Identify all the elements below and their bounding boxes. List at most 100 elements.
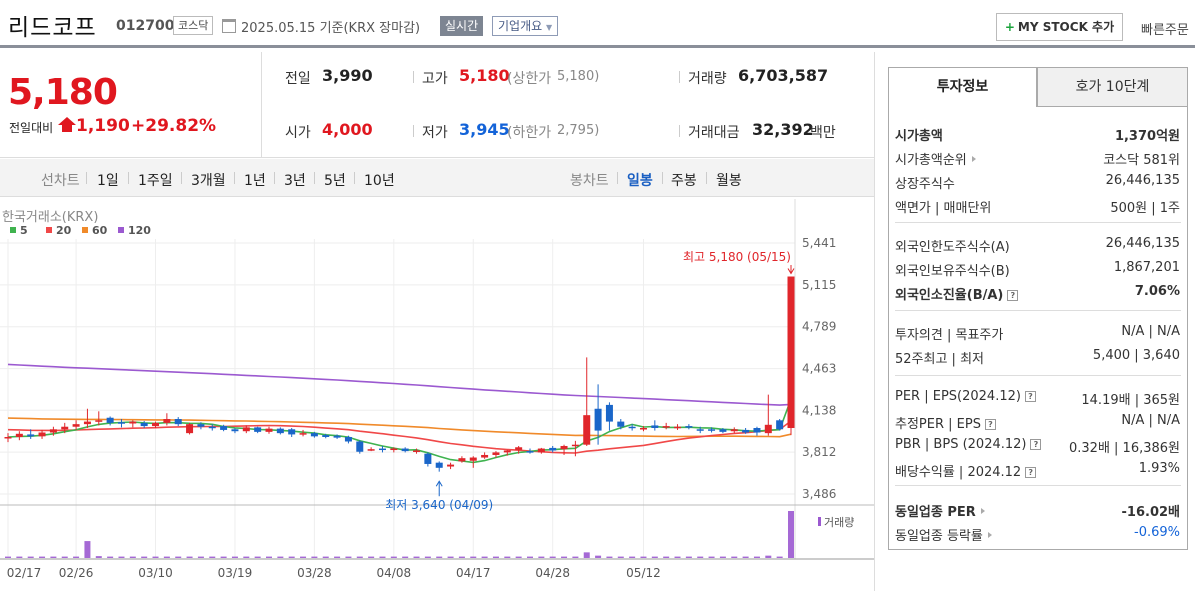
candle-body — [787, 276, 795, 429]
info-row: 외국인소진율(B/A)? 7.06% — [895, 280, 1180, 304]
x-tick-label: 02/26 — [59, 566, 94, 580]
help-icon[interactable]: ? — [1024, 391, 1036, 402]
ma-line-120 — [7, 363, 792, 406]
volume-bar — [742, 556, 749, 558]
period-selector-bar — [0, 159, 874, 197]
period-5y[interactable]: 5년 — [324, 173, 346, 189]
candle-body — [72, 424, 80, 427]
divider — [617, 172, 618, 184]
info-box — [888, 107, 1188, 550]
high-value: 5,180 — [459, 66, 510, 85]
candle-body — [310, 433, 318, 437]
volume-bar — [731, 556, 738, 558]
info-row[interactable]: 동일업종 PER -16.02배 — [895, 497, 1180, 521]
investment-info-panel — [874, 52, 1195, 591]
period-1w[interactable]: 1주일 — [138, 173, 173, 189]
company-overview-dropdown[interactable]: 기업개요 ▼ — [492, 16, 559, 36]
help-icon[interactable]: ? — [1025, 467, 1037, 478]
candle-body — [299, 433, 307, 435]
volume-bar — [697, 556, 704, 558]
divider — [895, 310, 1181, 311]
ma-legend-label: 120 — [128, 224, 151, 237]
tab-investment-info[interactable]: 투자정보 — [888, 67, 1037, 107]
candle-body — [390, 448, 398, 451]
candle-body — [571, 444, 579, 447]
volume-bar — [413, 556, 420, 558]
candle-body — [583, 415, 591, 445]
volume-bar — [617, 556, 624, 558]
info-key: 외국인한도주식수(A) — [895, 240, 1010, 255]
volume-bar — [390, 556, 397, 558]
candle-daily[interactable]: 일봉 — [627, 173, 653, 189]
help-icon[interactable]: ? — [984, 419, 996, 430]
ma-legend-swatch — [118, 227, 124, 233]
help-icon[interactable]: ? — [1030, 439, 1042, 450]
volume-bar — [583, 552, 590, 558]
info-row[interactable]: 동일업종 등락률 -0.69% — [895, 521, 1180, 545]
volume-value: 6,703,587 — [738, 66, 829, 85]
candle-chart-title: 봉차트 — [570, 173, 609, 189]
candle-body — [83, 421, 91, 425]
period-1y[interactable]: 1년 — [244, 173, 266, 189]
volume-bar — [118, 556, 125, 558]
volume-bar — [95, 556, 102, 558]
price-chart[interactable]: 한국거래소(KRX)5 20 60 120 5,441 5,115 4,789 4,463 4,… — [0, 199, 874, 591]
info-value: 5,400 | 3,640 — [1092, 348, 1180, 363]
candle-body — [435, 462, 443, 468]
min-arrow-head — [435, 480, 443, 487]
plus-icon: + — [1004, 20, 1015, 34]
lower-limit-value: 2,795) — [557, 123, 600, 138]
candle-body — [628, 426, 636, 429]
candle-body — [220, 426, 228, 430]
divider — [181, 172, 182, 184]
info-key: PER | EPS(2024.12)? — [895, 389, 1036, 404]
max-annotation: 최고 5,180 (05/15) — [683, 250, 791, 264]
candle-body — [333, 435, 341, 438]
candle-monthly[interactable]: 월봉 — [716, 173, 742, 189]
volume-bar — [629, 556, 636, 558]
tab-order-book[interactable]: 호가 10단계 — [1037, 67, 1188, 107]
help-icon[interactable]: ? — [1007, 290, 1019, 301]
volume-bar — [345, 556, 352, 558]
candle-body — [174, 419, 182, 425]
caret-right-icon — [980, 508, 985, 514]
volume-bar — [572, 556, 579, 558]
add-my-stock-button[interactable]: + MY STOCK 추가 — [996, 13, 1123, 41]
calendar-icon — [222, 19, 236, 33]
caret-right-icon — [971, 156, 976, 162]
volume-bar — [129, 556, 136, 558]
x-tick-label: 03/28 — [297, 566, 332, 580]
volume-bar — [152, 556, 159, 558]
period-3y[interactable]: 3년 — [284, 173, 306, 189]
realtime-button[interactable]: 실시간 — [440, 16, 484, 36]
period-3m[interactable]: 3개월 — [191, 173, 226, 189]
volume-bar — [175, 556, 182, 558]
volume-bar — [266, 556, 272, 558]
info-row[interactable]: 시가총액순위 코스닥 581위 — [895, 145, 1180, 169]
candle-body — [242, 427, 250, 432]
volume-bar — [651, 556, 658, 558]
candle-body — [38, 432, 46, 437]
volume-bar — [254, 556, 261, 558]
volume-bar — [708, 556, 715, 558]
period-10y[interactable]: 10년 — [364, 173, 395, 189]
info-key: 외국인보유주식수(B) — [895, 264, 1010, 279]
info-value: -16.02배 — [1121, 505, 1180, 520]
candle-body — [208, 426, 216, 429]
period-1d[interactable]: 1일 — [97, 173, 119, 189]
quick-order-link[interactable]: 빠른주문 — [1141, 23, 1189, 38]
info-row: 외국인한도주식수(A) 26,446,135 — [895, 232, 1180, 256]
x-tick-label: 04/08 — [377, 566, 412, 580]
info-row: 배당수익률 | 2024.12? 1.93% — [895, 457, 1180, 481]
info-row: 시가총액 1,370억원 — [895, 121, 1180, 145]
stock-header — [0, 0, 1195, 48]
candle-body — [662, 426, 670, 428]
ma-legend-label: 60 — [92, 224, 108, 237]
candle-body — [776, 420, 784, 430]
candle-weekly[interactable]: 주봉 — [671, 173, 697, 189]
candle-body — [129, 421, 137, 424]
market-badge: 코스닥 — [173, 16, 214, 35]
candle-body — [265, 428, 273, 432]
info-value: -0.69% — [1134, 525, 1180, 540]
volume-bar — [424, 556, 431, 558]
